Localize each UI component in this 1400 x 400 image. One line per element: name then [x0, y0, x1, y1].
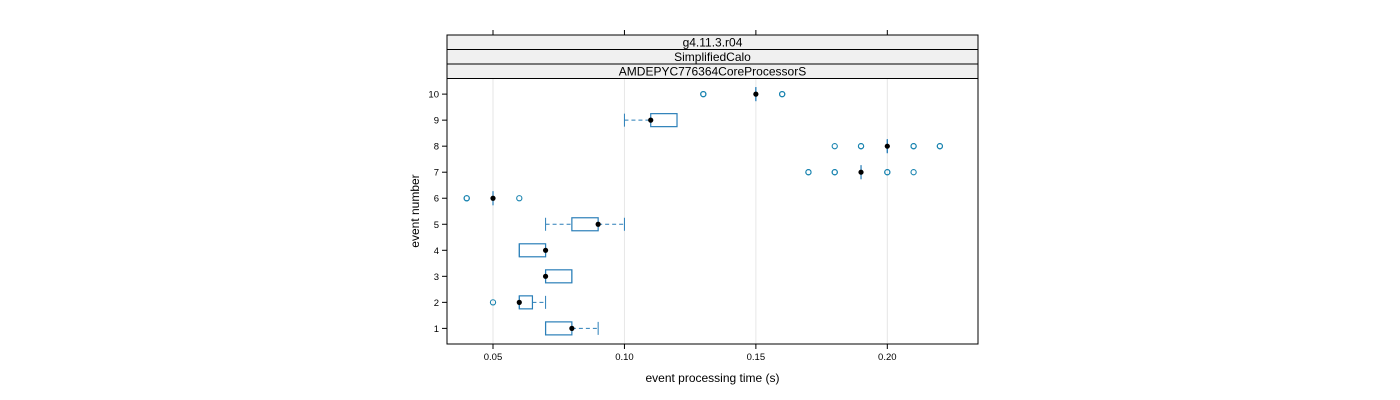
box-group-event-3	[542, 269, 573, 284]
box-group-event-5	[545, 217, 625, 232]
y-tick-label: 7	[434, 168, 439, 179]
y-tick-label: 1	[434, 324, 439, 335]
outlier-point	[910, 143, 917, 150]
outlier-point	[831, 143, 838, 150]
grid-lines	[492, 78, 888, 344]
x-axis-title: event processing time (s)	[645, 371, 779, 385]
median-dot	[884, 143, 890, 149]
median-dot	[542, 247, 549, 253]
y-tick-label: 9	[434, 116, 439, 127]
median-dot	[542, 273, 549, 279]
box-layer	[463, 87, 944, 336]
median-dot	[858, 169, 864, 175]
box-iqr	[518, 243, 547, 258]
median-dot	[648, 117, 654, 123]
median-dot	[569, 325, 575, 331]
box-iqr	[544, 269, 573, 284]
y-tick-label: 6	[434, 194, 439, 205]
outlier-point	[805, 169, 812, 176]
box-group-event-9	[623, 113, 678, 128]
x-tick-label: 0.10	[615, 352, 634, 363]
outlier-point	[516, 195, 523, 202]
panel-frame	[446, 78, 979, 345]
median-dot	[595, 221, 601, 227]
median-dot	[516, 299, 522, 305]
outlier-point	[463, 195, 470, 202]
box-group-event-4	[518, 243, 549, 258]
box-group-event-2	[489, 295, 547, 310]
box-group-event-7	[805, 165, 917, 180]
outlier-point	[936, 143, 944, 150]
outlier-point	[910, 169, 917, 176]
box-iqr	[571, 217, 599, 232]
box-group-event-6	[463, 191, 523, 206]
median-dot	[753, 91, 759, 97]
y-tick-label: 10	[428, 90, 439, 101]
strip-label-version: g4.11.3.r04	[683, 36, 743, 50]
y-tick-label: 8	[434, 142, 439, 153]
x-axis-ticks: 0.05 0.10 0.15 0.20	[484, 30, 897, 363]
strip-headers: g4.11.3.r04 SimplifiedCalo AMDEPYC776364…	[446, 34, 979, 79]
box-group-event-1	[544, 321, 599, 336]
outlier-point	[700, 90, 707, 98]
y-tick-label: 4	[434, 246, 439, 257]
y-tick-label: 3	[434, 272, 439, 283]
box-iqr	[544, 321, 573, 336]
x-tick-label: 0.20	[878, 352, 897, 363]
strip-label-application: SimplifiedCalo	[674, 50, 751, 64]
median-dot	[490, 195, 496, 201]
outlier-point	[831, 169, 838, 176]
x-tick-label: 0.15	[747, 352, 766, 363]
y-axis-ticks: 1 2 3 4 5 6 7 8 9 10	[428, 90, 447, 335]
outlier-point	[489, 299, 497, 306]
strip-label-processor: AMDEPYC776364CoreProcessorS	[619, 65, 806, 79]
x-tick-label: 0.05	[484, 352, 503, 363]
outlier-point	[779, 90, 786, 98]
box-group-event-10	[700, 87, 786, 102]
box-iqr	[650, 113, 678, 128]
y-tick-label: 2	[434, 298, 439, 309]
outlier-point	[884, 169, 891, 176]
outlier-point	[857, 143, 865, 150]
y-axis-title: event number	[408, 174, 422, 247]
box-group-event-8	[831, 139, 944, 154]
y-tick-label: 5	[434, 220, 439, 231]
